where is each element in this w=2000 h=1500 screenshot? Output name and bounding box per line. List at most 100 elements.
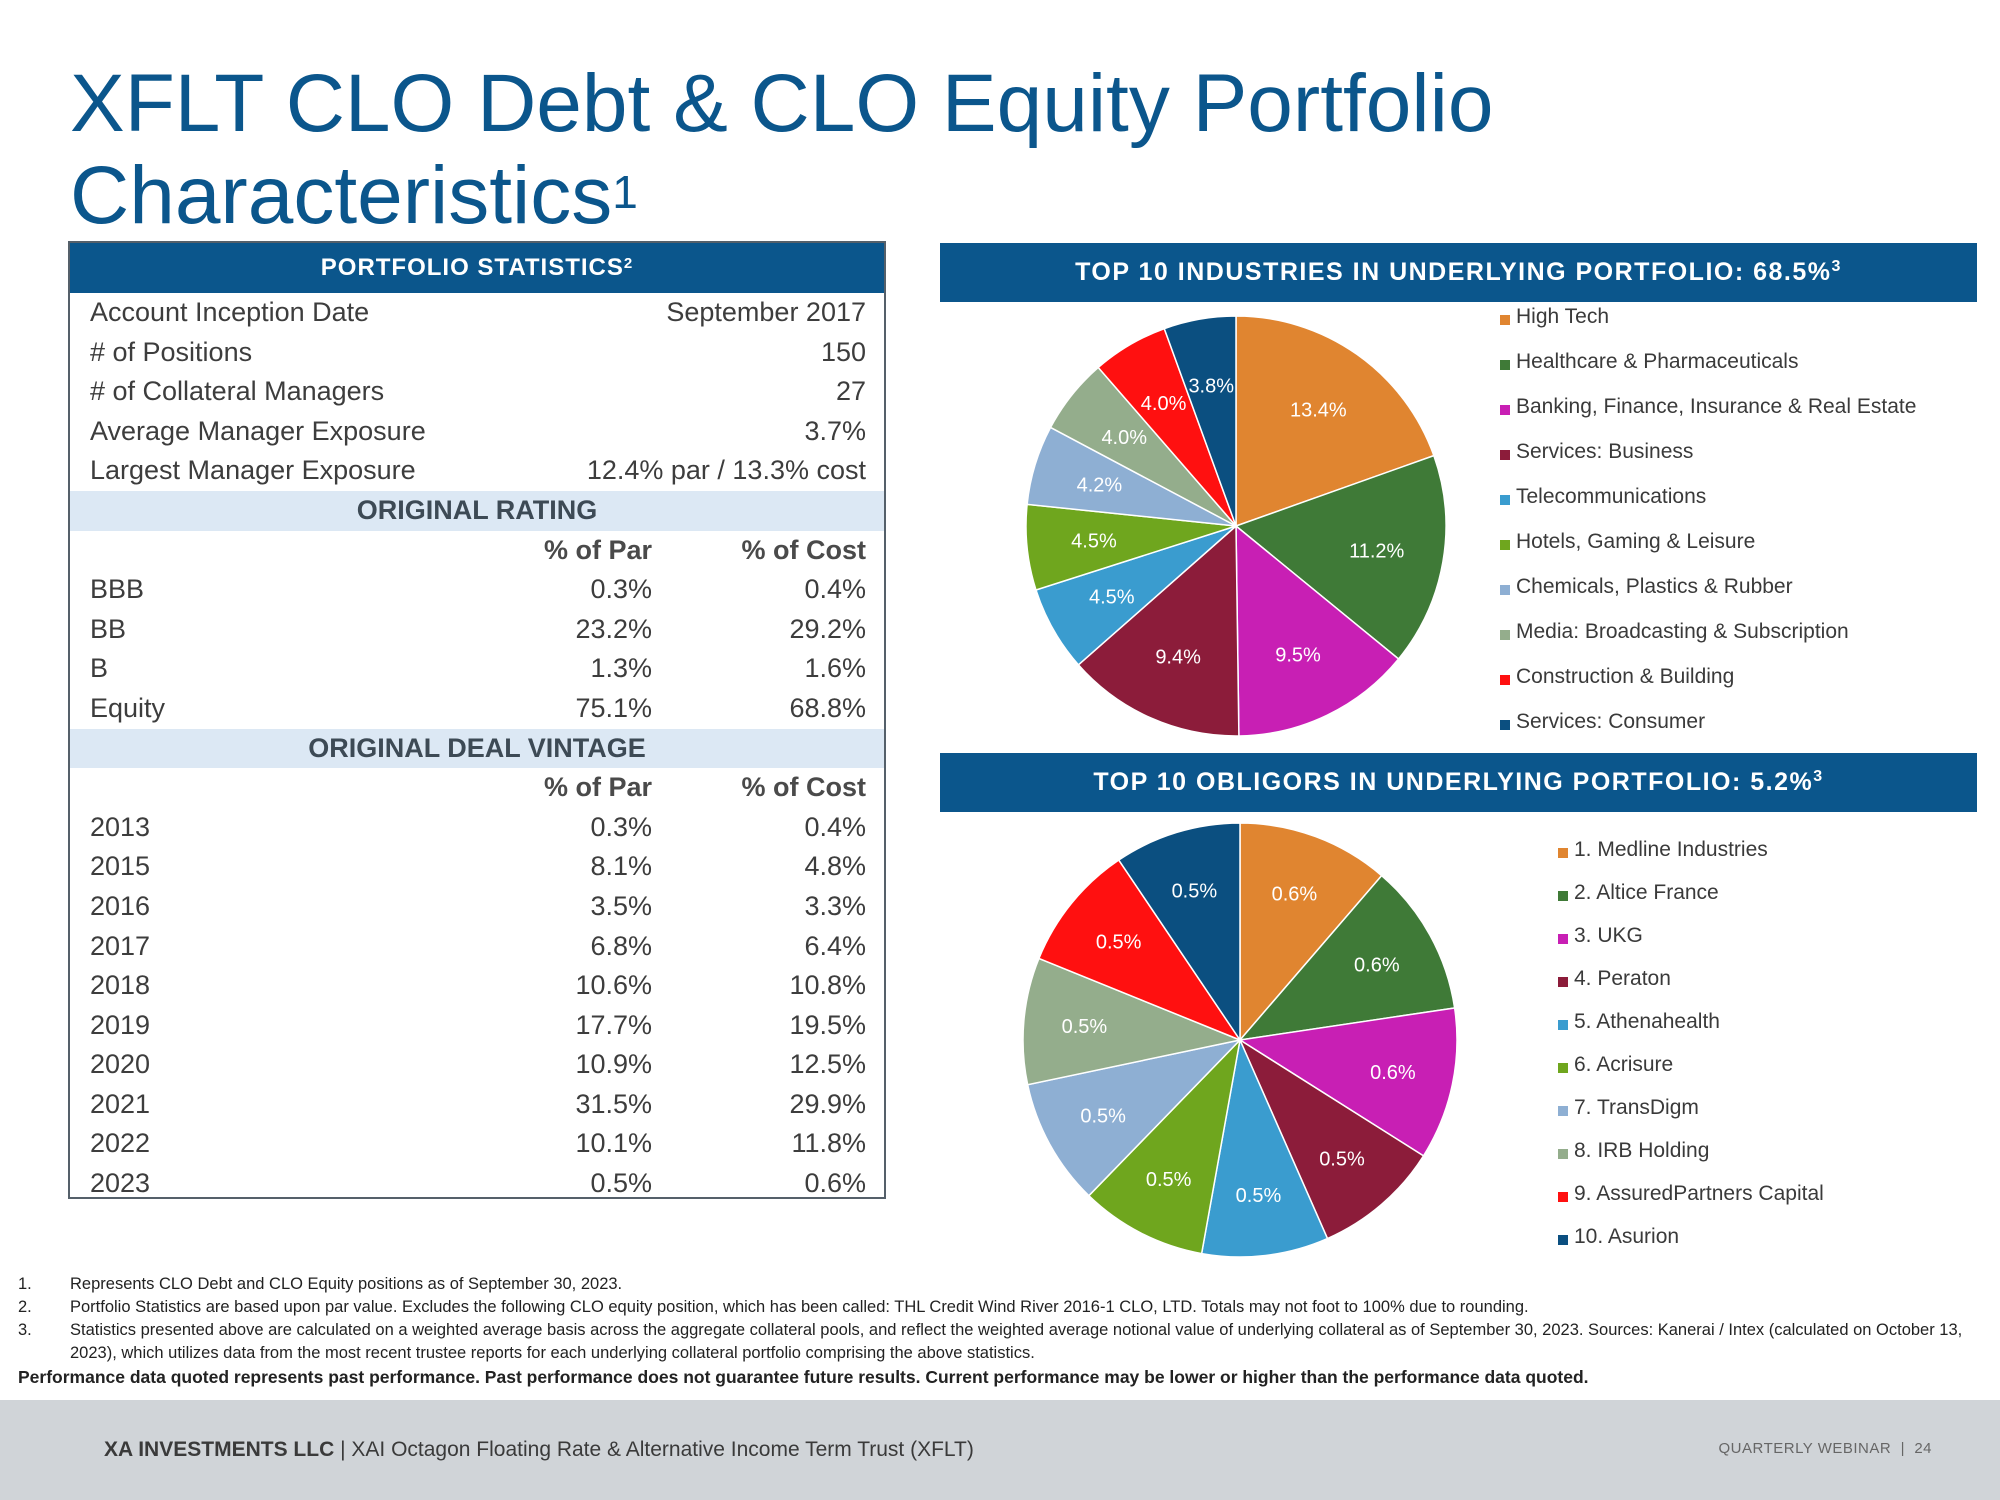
vintage-cost: 0.4% [804,811,866,842]
vintage-label: 2022 [90,1128,151,1159]
vintage-cost: 11.8% [791,1128,866,1159]
industries-slice [1235,315,1435,528]
obligors-legend-label: 3. UKG [1574,924,1643,947]
industries-data-label: 9.5% [1275,645,1321,667]
obligors-slice [1237,1007,1458,1157]
industries-data-label: 9.4% [1155,647,1201,669]
rating-column-headers: % of Par % of Cost [70,531,884,571]
vintage-cost: 0.6% [804,1168,866,1199]
original-deal-vintage-heading: ORIGINAL DEAL VINTAGE [70,728,884,769]
obligors-legend-item: 6. Acrisure [1558,1053,1958,1096]
industries-chart-title: TOP 10 INDUSTRIES IN UNDERLYING PORTFOLI… [940,243,1977,302]
rating-label: BB [90,613,127,644]
vintage-row: 2013 0.3% 0.4% [70,808,884,848]
industries-slice [1235,524,1400,737]
title-line-1: XFLT CLO Debt & CLO Equity Portfolio [70,58,1494,149]
obligors-legend-label: 10. Asurion [1574,1225,1680,1248]
vintage-label: 2021 [90,1088,151,1119]
obligors-data-label: 0.5% [1146,1169,1192,1191]
rating-row: Equity 75.1% 68.8% [70,689,884,729]
stat-label: Account Inception Date [90,297,370,327]
vintage-par: 10.6% [575,970,652,1001]
obligors-data-label: 0.5% [1080,1105,1126,1127]
vintage-par: 10.1% [575,1128,652,1159]
stat-row: Account Inception Date September 2017 [70,293,884,333]
industries-legend-label: Media: Broadcasting & Subscription [1516,620,1849,643]
obligors-legend-swatch [1558,1192,1568,1202]
obligors-chart-title: TOP 10 OBLIGORS IN UNDERLYING PORTFOLIO:… [940,753,1977,812]
vintage-row: 2019 17.7% 19.5% [70,1006,884,1046]
industries-legend-swatch [1500,315,1510,325]
vintage-row: 2022 10.1% 11.8% [70,1124,884,1164]
industries-legend-swatch [1500,495,1510,505]
obligors-chart-title-text: TOP 10 OBLIGORS IN UNDERLYING PORTFOLIO:… [1093,768,1814,796]
vintage-label: 2017 [90,930,151,961]
vintage-cost: 29.9% [789,1088,866,1119]
industries-legend-item: Services: Business [1500,440,1970,485]
footnote-text: Statistics presented above are calculate… [70,1321,1963,1362]
obligors-legend-item: 8. IRB Holding [1558,1139,1958,1182]
footnote-text: Represents CLO Debt and CLO Equity posit… [70,1275,623,1293]
industries-legend-label: Services: Consumer [1516,710,1706,733]
vintage-cost: 4.8% [804,851,866,882]
vintage-label: 2019 [90,1009,151,1040]
portfolio-statistics-table: PORTFOLIO STATISTICS2 Account Inception … [68,241,886,1199]
industries-data-label: 4.2% [1077,474,1123,496]
rating-cost: 0.4% [804,574,866,605]
industries-pie-chart: 13.4%11.2%9.5%9.4%4.5%4.5%4.2%4.0%4.0%3.… [1025,315,1447,737]
obligors-chart-footnote-marker: 3 [1813,768,1824,785]
vintage-cost: 6.4% [804,930,866,961]
stat-label: Average Manager Exposure [90,415,426,446]
rating-row: BBB 0.3% 0.4% [70,570,884,610]
industries-data-label: 3.8% [1188,375,1234,397]
industries-legend-label: Hotels, Gaming & Leisure [1516,530,1756,553]
industries-data-label: 11.2% [1349,540,1404,562]
title-footnote-marker: 1 [612,166,638,218]
industries-legend-item: Telecommunications [1500,485,1970,530]
vintage-label: 2013 [90,811,151,842]
vintage-cost: 10.8% [789,970,866,1001]
obligors-slice [1037,858,1242,1042]
industries-data-label: 13.4% [1290,399,1347,421]
vintage-par: 0.3% [590,811,652,842]
obligors-data-label: 0.5% [1236,1185,1282,1207]
footnote-number: 2. [18,1298,32,1316]
obligors-slice [1238,874,1456,1042]
rating-par: 23.2% [575,613,652,644]
page-title: XFLT CLO Debt & CLO Equity Portfolio Cha… [70,58,1570,242]
industries-legend-label: High Tech [1516,305,1610,328]
vintage-par: 3.5% [590,890,652,921]
industries-legend-swatch [1500,450,1510,460]
obligors-legend-label: 6. Acrisure [1574,1053,1674,1076]
obligors-legend-swatch [1558,1235,1568,1245]
footer-fund: XAI Octagon Floating Rate & Alternative … [351,1438,974,1461]
stat-row: # of Collateral Managers 27 [70,372,884,412]
obligors-legend-swatch [1558,848,1568,858]
obligors-legend-item: 4. Peraton [1558,967,1958,1010]
industries-data-label: 4.0% [1141,393,1187,415]
rating-label: BBB [90,574,145,605]
industries-legend-label: Banking, Finance, Insurance & Real Estat… [1516,395,1917,418]
vintage-par: 31.5% [575,1088,652,1119]
industries-slice [1077,524,1240,737]
footnote-text: Portfolio Statistics are based upon par … [70,1298,1529,1316]
footer-separator: | [340,1438,346,1461]
stat-value: September 2017 [666,297,866,327]
industries-legend-label: Healthcare & Pharmaceuticals [1516,350,1799,373]
footer-right: QUARTERLY WEBINAR | 24 [1719,1440,1932,1457]
vintage-label: 2020 [90,1049,151,1080]
footer-left: XA INVESTMENTS LLC | XAI Octagon Floatin… [104,1438,974,1462]
vintage-label: 2018 [90,970,151,1001]
stat-value: 3.7% [804,415,866,446]
rating-label: Equity [90,692,166,723]
obligors-data-label: 0.5% [1172,881,1218,903]
vintage-col-cost: % of Cost [741,772,867,803]
obligors-legend-item: 9. AssuredPartners Capital [1558,1182,1958,1225]
vintage-row: 2015 8.1% 4.8% [70,847,884,887]
footer-webinar-label: QUARTERLY WEBINAR [1718,1440,1892,1457]
obligors-slice [1022,957,1243,1086]
rating-label: B [90,653,109,684]
industries-legend-swatch [1500,360,1510,370]
obligors-data-label: 0.6% [1272,884,1318,906]
rating-col-par: % of Par [543,534,652,565]
